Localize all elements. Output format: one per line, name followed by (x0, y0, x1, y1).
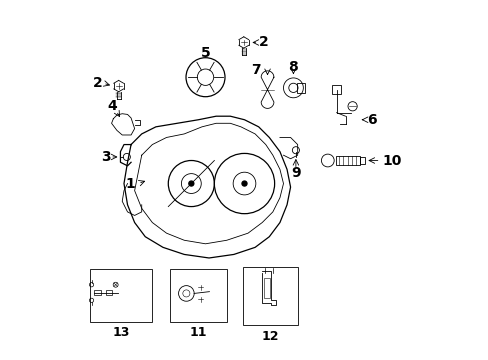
Bar (332, 85, 340, 94)
Text: 9: 9 (290, 166, 300, 180)
Text: 8: 8 (288, 59, 298, 73)
Text: 10: 10 (381, 153, 401, 167)
Text: 2: 2 (93, 76, 103, 90)
Bar (335, 156, 359, 165)
Bar (90, 269, 152, 322)
Text: 3: 3 (101, 150, 110, 164)
Bar (105, 290, 112, 295)
Bar (359, 157, 364, 164)
Circle shape (242, 181, 246, 186)
Bar (263, 278, 269, 298)
Bar (170, 269, 226, 322)
Text: 5: 5 (200, 46, 210, 60)
Text: 13: 13 (112, 326, 130, 339)
Bar (94, 290, 101, 295)
Text: 7: 7 (250, 63, 260, 77)
Text: 2: 2 (258, 36, 267, 49)
Text: 6: 6 (366, 113, 376, 127)
Text: 11: 11 (189, 326, 207, 339)
Bar (242, 267, 297, 325)
Text: 4: 4 (107, 99, 117, 113)
Bar (296, 82, 304, 93)
Circle shape (188, 181, 193, 186)
Text: 12: 12 (261, 329, 278, 343)
Text: 1: 1 (125, 176, 135, 190)
